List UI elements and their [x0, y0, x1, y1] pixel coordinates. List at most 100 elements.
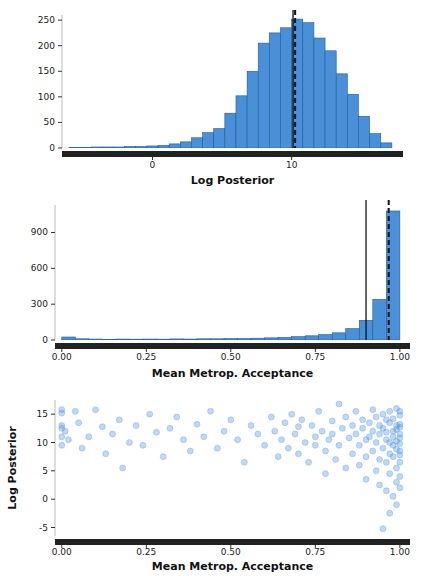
y-axis-title: Log Posterior: [6, 426, 19, 510]
figure: 050100150200250010Log Posterior030060090…: [0, 0, 432, 576]
scatter-point: [363, 454, 369, 460]
scatter-point: [350, 423, 356, 429]
scatter-point: [272, 428, 278, 434]
scatter-point: [383, 459, 389, 465]
scatter-point: [295, 451, 301, 457]
histogram-bar: [169, 144, 180, 148]
scatter-point: [397, 424, 403, 430]
y-axis-line: [55, 400, 56, 536]
scatter-point: [333, 457, 339, 463]
x-tick-label: 0: [150, 160, 156, 170]
scatter-point: [356, 462, 362, 468]
scatter-point: [147, 411, 153, 417]
marks: [62, 211, 400, 340]
scatter-point: [153, 429, 159, 435]
scatter-point: [326, 437, 332, 443]
y-tick: [58, 122, 62, 123]
scatter-point: [59, 442, 65, 448]
scatter-point: [306, 459, 312, 465]
reference-line: [365, 200, 366, 340]
x-tick-label: 0.00: [52, 352, 72, 362]
histogram-bar: [269, 33, 280, 148]
scatter-point: [248, 423, 254, 429]
y-tick: [51, 304, 55, 305]
histogram-bar: [62, 337, 76, 340]
scatter-point: [336, 442, 342, 448]
histogram-bar: [225, 113, 236, 148]
scatter-point: [312, 434, 318, 440]
scatter-point: [140, 442, 146, 448]
scatter-point: [363, 476, 369, 482]
scatter-point: [383, 488, 389, 494]
y-tick-label: 100: [38, 92, 55, 102]
scatter-point: [268, 414, 274, 420]
histogram-bar: [183, 339, 197, 340]
scatter-point: [390, 454, 396, 460]
y-axis-line: [62, 15, 63, 148]
y-tick-label: 5: [42, 466, 48, 476]
y-tick: [51, 442, 55, 443]
scatter-point: [343, 465, 349, 471]
panel-1: 03006009000.000.250.500.751.00Mean Metro…: [31, 200, 410, 380]
x-tick-label: 0.25: [136, 352, 156, 362]
scatter-point: [387, 408, 393, 414]
scatter-point: [373, 414, 379, 420]
histogram-bar: [319, 335, 333, 340]
x-tick-label: 1.00: [390, 547, 410, 557]
reference-line: [294, 10, 296, 148]
histogram-bar: [89, 339, 103, 340]
scatter-point: [167, 425, 173, 431]
histogram-bar: [314, 38, 325, 148]
scatter-point: [397, 408, 403, 414]
x-tick-label: 10: [286, 160, 298, 170]
scatter-point: [116, 417, 122, 423]
scatter-point: [319, 428, 325, 434]
marks: [69, 19, 392, 148]
histogram-bar: [102, 339, 116, 340]
scatter-point: [62, 428, 68, 434]
x-axis-title: Log Posterior: [191, 174, 275, 187]
histogram-bar: [158, 145, 169, 148]
scatter-point: [397, 459, 403, 465]
histogram-bar: [358, 116, 369, 148]
scatter-point: [360, 417, 366, 423]
scatter-point: [235, 437, 241, 443]
scatter-point: [336, 401, 342, 407]
y-tick: [51, 340, 55, 341]
scatter-point: [66, 437, 72, 443]
scatter-point: [380, 411, 386, 417]
histogram-bar: [325, 51, 336, 148]
scatter-point: [279, 437, 285, 443]
histogram-bar: [336, 74, 347, 148]
scatter-point: [393, 502, 399, 508]
scatter-point: [322, 471, 328, 477]
scatter-point: [292, 431, 298, 437]
scatter-point: [201, 434, 207, 440]
scatter-point: [373, 468, 379, 474]
scatter-point: [120, 465, 126, 471]
scatter-point: [221, 428, 227, 434]
scatter-point: [72, 408, 78, 414]
histogram-bar: [238, 339, 252, 340]
histogram-bar: [136, 146, 147, 148]
scatter-point: [353, 408, 359, 414]
scatter-point: [393, 479, 399, 485]
x-axis-title: Mean Metrop. Acceptance: [152, 560, 313, 573]
y-tick-label: 200: [38, 41, 55, 51]
scatter-point: [187, 448, 193, 454]
scatter-point: [329, 418, 335, 424]
scatter-point: [194, 421, 200, 427]
scatter-point: [59, 410, 65, 416]
y-tick: [58, 45, 62, 46]
y-tick: [51, 470, 55, 471]
histogram-bar: [125, 146, 136, 148]
histogram-bar: [258, 43, 269, 148]
y-tick: [58, 20, 62, 21]
histogram-bar: [102, 147, 113, 148]
scatter-point: [387, 510, 393, 516]
scatter-point: [316, 408, 322, 414]
histogram-bar: [236, 96, 247, 148]
scatter-point: [103, 451, 109, 457]
scatter-point: [109, 431, 115, 437]
histogram-bar: [69, 147, 80, 148]
